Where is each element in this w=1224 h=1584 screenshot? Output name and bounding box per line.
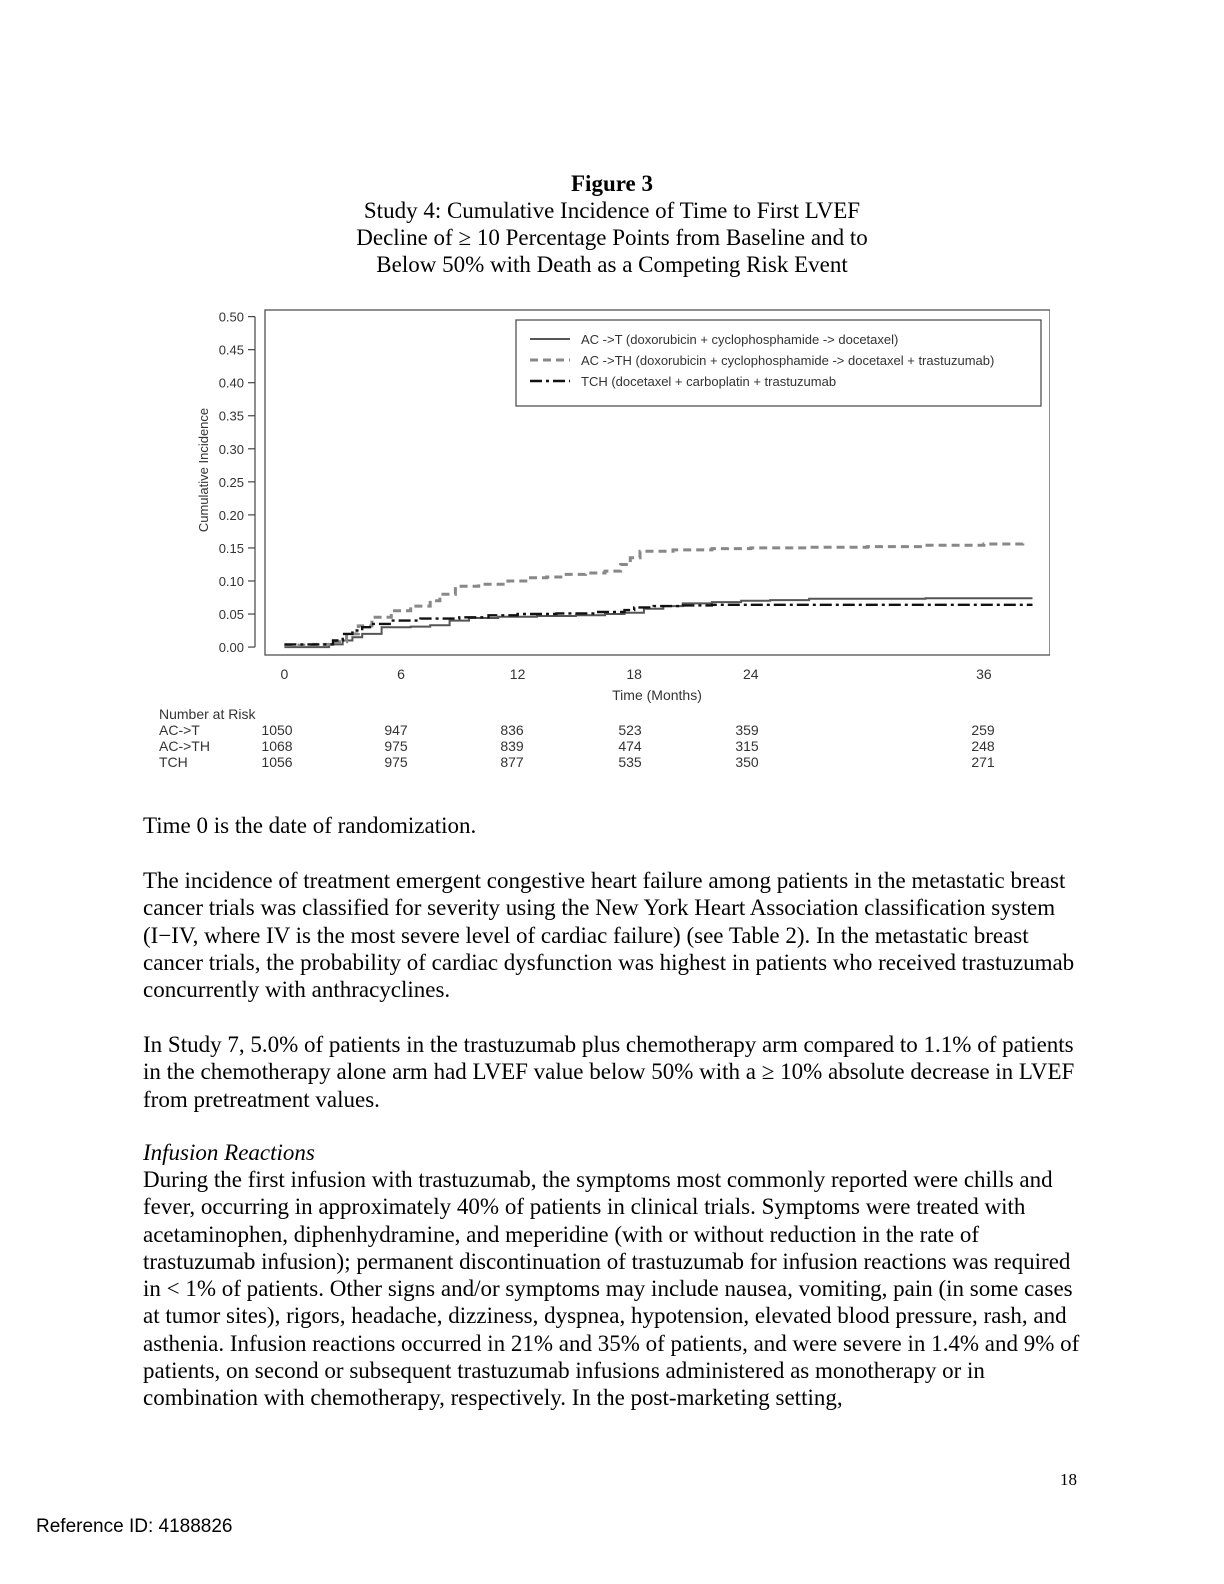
risk-cell: 359 — [735, 722, 759, 738]
legend: AC ->T (doxorubicin + cyclophosphamide -… — [515, 319, 1042, 407]
risk-cell: 259 — [971, 722, 995, 738]
risk-row-label: TCH — [159, 754, 188, 770]
paragraph-infusion-reactions: During the first infusion with trastuzum… — [143, 1167, 1080, 1411]
risk-cell: 839 — [500, 738, 524, 754]
number-at-risk-table: AC->T 1050 947 836 523 359 259 AC->TH 1068 975 839… — [159, 722, 995, 770]
x-tick-label: 18 — [626, 666, 642, 682]
risk-cell: 248 — [971, 738, 995, 754]
risk-cell: 947 — [384, 722, 408, 738]
legend-items: AC ->T (doxorubicin + cyclophosphamide -… — [530, 332, 994, 389]
paragraph-time-zero: Time 0 is the date of randomization. — [143, 813, 477, 838]
x-axis-label: Time (Months) — [612, 687, 702, 703]
y-tick-label: 0.10 — [219, 574, 244, 589]
risk-cell: 474 — [618, 738, 642, 754]
risk-cell: 975 — [384, 754, 408, 770]
plot-frame — [264, 309, 1050, 656]
x-tick-label: 6 — [397, 666, 405, 682]
series-line-1 — [284, 597, 1033, 649]
x-tick-label: 0 — [281, 666, 289, 682]
x-tick-label: 24 — [743, 666, 759, 682]
x-tick-label: 12 — [510, 666, 526, 682]
legend-box — [515, 319, 1042, 407]
legend-label-3: TCH (docetaxel + carboplatin + trastuzum… — [581, 374, 836, 389]
cumulative-incidence-chart: 0.00 0.05 0.10 0.15 0.20 0.25 0.30 0.35 0.40 0.45… — [159, 309, 1050, 770]
y-tick-label: 0.40 — [219, 376, 244, 391]
risk-cell: 523 — [618, 722, 642, 738]
risk-cell: 350 — [735, 754, 759, 770]
series-line-2 — [284, 542, 1025, 647]
risk-cell: 315 — [735, 738, 759, 754]
number-at-risk-title: Number at Risk — [159, 706, 256, 722]
y-tick-label: 0.15 — [219, 541, 244, 556]
paragraph-chf-incidence: The incidence of treatment emergent cong… — [143, 868, 1075, 1003]
paragraph-study-7: In Study 7, 5.0% of patients in the tras… — [143, 1032, 1075, 1112]
figure-number: Figure 3 — [571, 171, 653, 196]
x-axis: 0 6 12 18 24 36 — [281, 666, 992, 682]
risk-cell: 1056 — [261, 754, 292, 770]
series-line-3 — [284, 603, 1033, 646]
y-tick-label: 0.45 — [219, 343, 244, 358]
y-tick-label: 0.05 — [219, 607, 244, 622]
series-layer — [284, 542, 1033, 649]
y-axis: 0.00 0.05 0.10 0.15 0.20 0.25 0.30 0.35 0.40 0.45… — [219, 310, 256, 655]
figure-heading: Figure 3 Study 4: Cumulative Incidence o… — [300, 170, 924, 278]
legend-label-2: AC ->TH (doxorubicin + cyclophosphamide … — [581, 353, 994, 368]
x-tick-label: 36 — [976, 666, 992, 682]
y-tick-label: 0.25 — [219, 475, 244, 490]
risk-row-label: AC->TH — [159, 738, 210, 754]
risk-cell: 975 — [384, 738, 408, 754]
risk-row-label: AC->T — [159, 722, 200, 738]
risk-cell: 535 — [618, 754, 642, 770]
page-number: 18 — [1060, 1470, 1077, 1489]
reference-id: Reference ID: 4188826 — [36, 1516, 233, 1537]
y-tick-label: 0.00 — [219, 640, 244, 655]
risk-cell: 877 — [500, 754, 524, 770]
y-tick-label: 0.50 — [219, 310, 244, 325]
y-tick-label: 0.30 — [219, 442, 244, 457]
risk-cell: 1050 — [261, 722, 292, 738]
y-axis-label: Cumulative Incidence — [196, 408, 211, 532]
risk-cell: 271 — [971, 754, 995, 770]
y-tick-label: 0.20 — [219, 508, 244, 523]
legend-label-1: AC ->T (doxorubicin + cyclophosphamide -… — [581, 332, 898, 347]
figure-caption: Study 4: Cumulative Incidence of Time to… — [356, 198, 868, 277]
risk-cell: 1068 — [261, 738, 292, 754]
risk-cell: 836 — [500, 722, 524, 738]
subheading-infusion-reactions: Infusion Reactions — [143, 1140, 315, 1165]
y-tick-label: 0.35 — [219, 409, 244, 424]
